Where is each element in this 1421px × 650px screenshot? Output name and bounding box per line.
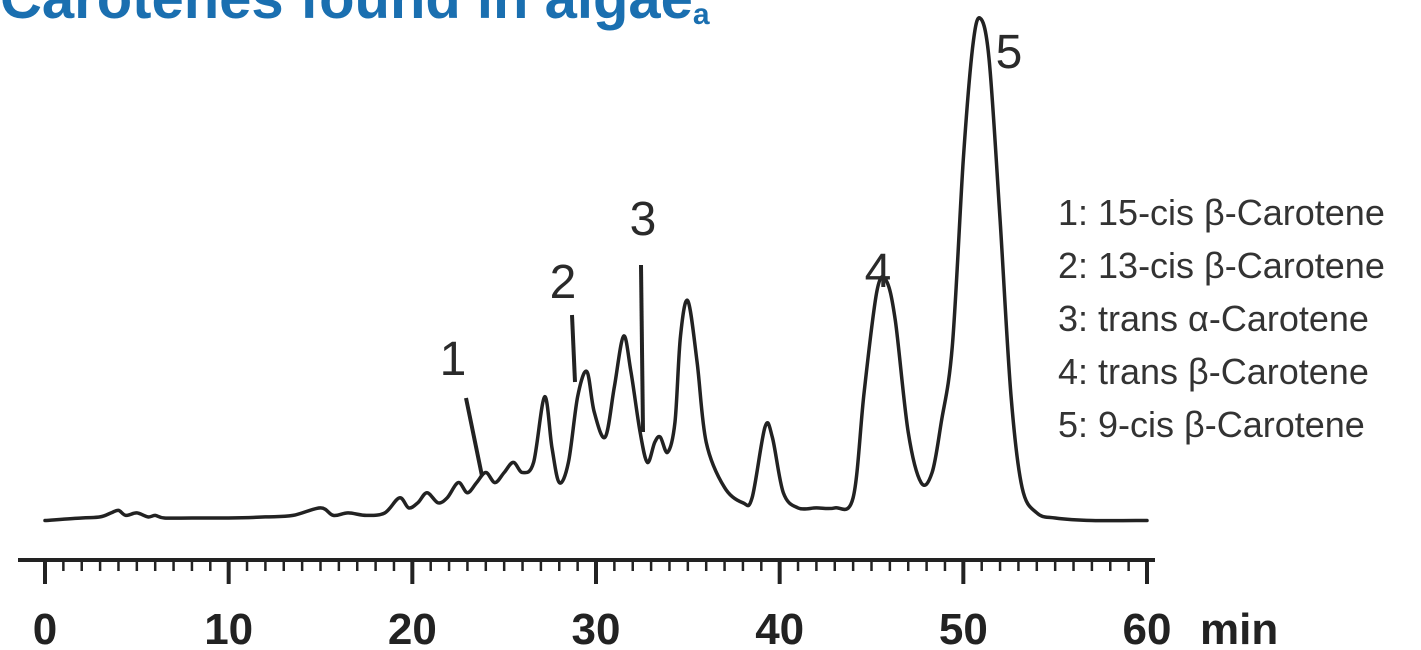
x-axis-tick-label: 20: [388, 605, 437, 650]
chromatogram-line: [43, 16, 1149, 523]
legend-item-peak-1: 1: 15-cis β-Carotene: [1058, 192, 1385, 233]
x-axis-tick-label: 10: [204, 605, 253, 650]
x-axis-tick-label: 0: [33, 605, 57, 650]
peak-5-label: 5: [996, 26, 1023, 79]
peak-3-leader-line: [639, 264, 645, 433]
legend-item-peak-4: 4: trans β-Carotene: [1058, 351, 1369, 392]
peak-2-leader-line: [570, 314, 577, 383]
peak-4-label: 4: [865, 245, 892, 298]
x-axis-tick-label: 40: [755, 605, 804, 650]
chart-title-subscript: a: [692, 0, 710, 31]
chart-legend: 1: 15-cis β-Carotene 2: 13-cis β-Caroten…: [1058, 186, 1385, 451]
x-axis-tick-label: 30: [572, 605, 621, 650]
x-axis-tick-label: 60: [1123, 605, 1172, 650]
legend-item-peak-5: 5: 9-cis β-Carotene: [1058, 404, 1365, 445]
x-axis-tick-label: 50: [939, 605, 988, 650]
legend-item-peak-2: 2: 13-cis β-Carotene: [1058, 245, 1385, 286]
peak-1-leader-line: [464, 397, 484, 477]
x-axis-unit-label: min: [1200, 605, 1278, 650]
chromatogram-trace: [43, 16, 1149, 523]
peak-2-label: 2: [550, 256, 577, 309]
chart-title-main: Carotenes found in algae: [0, 0, 693, 31]
x-axis: 0 10 20 30 40 50 60 min: [18, 558, 1278, 650]
peak-1-label: 1: [440, 333, 467, 386]
chart-title: Carotenes found in algaea: [0, 0, 710, 30]
peak-3-label: 3: [630, 193, 657, 246]
legend-item-peak-3: 3: trans α-Carotene: [1058, 298, 1369, 339]
